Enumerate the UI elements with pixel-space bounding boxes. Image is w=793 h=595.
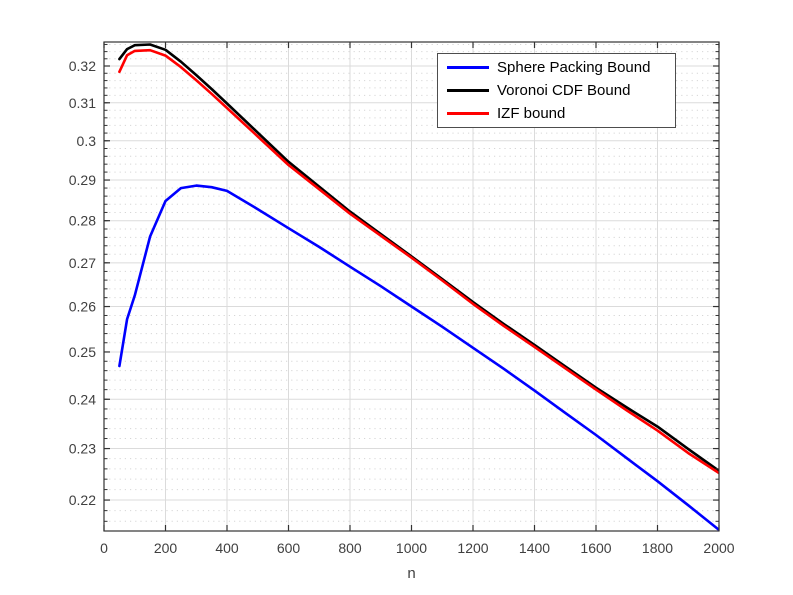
y-tick-label: 0.31 bbox=[69, 95, 96, 111]
legend-line-sample-black bbox=[447, 89, 489, 92]
x-tick-label: 2000 bbox=[703, 540, 734, 556]
legend-line-sample-red bbox=[447, 112, 489, 115]
y-tick-label: 0.27 bbox=[69, 255, 96, 271]
x-tick-label: 1200 bbox=[457, 540, 488, 556]
series-line-sphere-packing-bound[interactable] bbox=[118, 184, 719, 531]
x-tick-label: 800 bbox=[338, 540, 362, 556]
x-tick-label: 0 bbox=[100, 540, 108, 556]
y-tick-label: 0.32 bbox=[69, 58, 96, 74]
y-tick-label: 0.28 bbox=[69, 213, 96, 229]
legend-label: Voronoi CDF Bound bbox=[497, 82, 631, 99]
x-tick-label: 200 bbox=[154, 540, 178, 556]
y-tick-label: 0.25 bbox=[69, 344, 96, 360]
x-tick-label: 400 bbox=[215, 540, 239, 556]
x-tick-label: 1000 bbox=[396, 540, 427, 556]
legend-box[interactable]: Sphere Packing Bound Voronoi CDF Bound I… bbox=[437, 53, 676, 128]
legend-label: Sphere Packing Bound bbox=[497, 59, 651, 76]
y-tick-label: 0.29 bbox=[69, 172, 96, 188]
x-axis-label: n bbox=[407, 565, 415, 582]
y-tick-label: 0.22 bbox=[69, 492, 96, 508]
y-tick-label: 0.26 bbox=[69, 299, 96, 315]
y-tick-label: 0.24 bbox=[69, 391, 96, 407]
x-tick-label: 1600 bbox=[580, 540, 611, 556]
y-tick-label: 0.3 bbox=[77, 133, 97, 149]
y-tick-label: 0.23 bbox=[69, 441, 96, 457]
x-tick-label: 600 bbox=[277, 540, 301, 556]
legend-entry-izf[interactable]: IZF bound bbox=[438, 102, 675, 125]
series-line-voronoi-cdf-bound[interactable] bbox=[118, 43, 719, 473]
legend-entry-sphere-packing[interactable]: Sphere Packing Bound bbox=[438, 56, 675, 79]
series-line-izf-bound[interactable] bbox=[118, 48, 719, 475]
legend-label: IZF bound bbox=[497, 105, 566, 122]
x-tick-label: 1400 bbox=[519, 540, 550, 556]
x-tick-label: 1800 bbox=[642, 540, 673, 556]
legend-line-sample-blue bbox=[447, 66, 489, 69]
legend-entry-voronoi-cdf[interactable]: Voronoi CDF Bound bbox=[438, 79, 675, 102]
